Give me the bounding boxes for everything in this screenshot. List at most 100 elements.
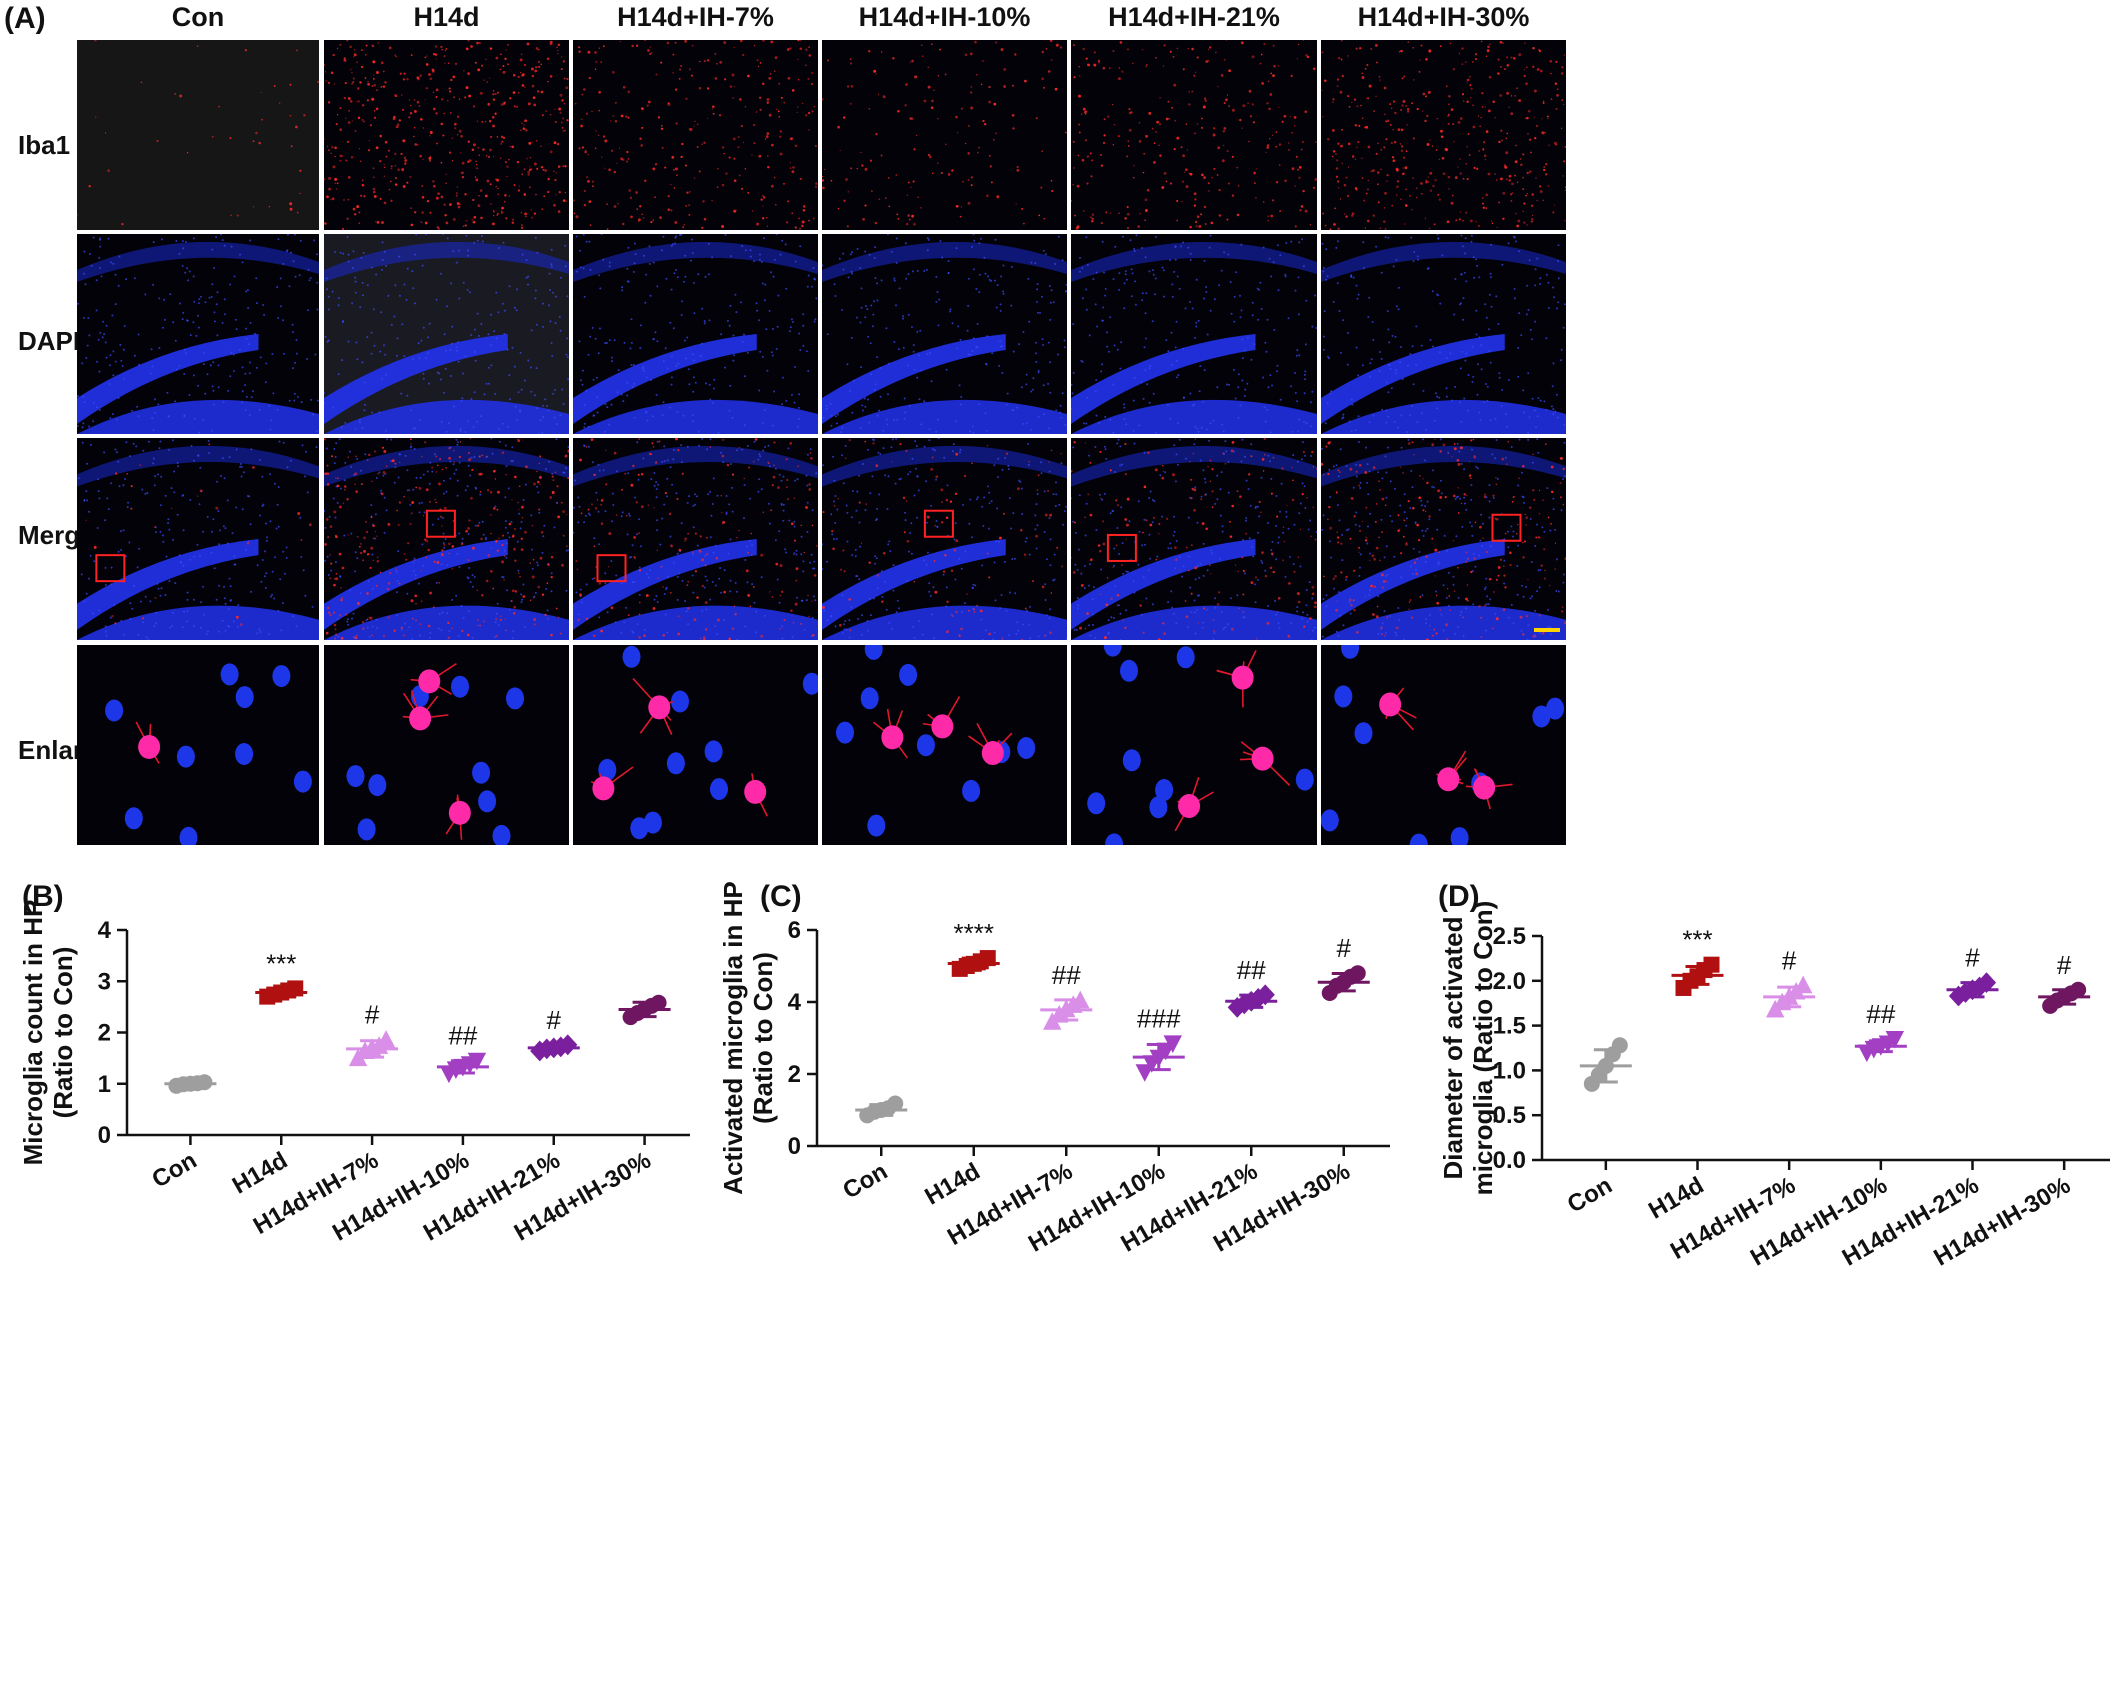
micrograph-iba1-ih30 <box>1321 40 1566 230</box>
micrograph-dapi-con <box>77 234 319 434</box>
micrograph-iba1-ih10 <box>822 40 1067 230</box>
panel-d-label: (D) <box>1438 880 1480 913</box>
y-axis-label-line2: (Ratio to Con) <box>748 952 778 1124</box>
micrograph-merge-ih30 <box>1321 438 1566 640</box>
roi-box <box>425 509 456 538</box>
micrograph-merge-h14d <box>324 438 569 640</box>
significance-mark: **** <box>954 918 994 948</box>
data-point <box>376 1030 396 1048</box>
column-header-con: Con <box>171 2 225 32</box>
panel-c-label: (C) <box>760 880 802 913</box>
chart-c-svg: Activated microglia in HP (Ratio to Con) 0… <box>718 881 1390 1258</box>
y-axis-label: Activated microglia in HP <box>718 881 748 1195</box>
significance-mark: # <box>1782 945 1797 975</box>
x-tick-label: H14d <box>228 1147 292 1200</box>
micrograph-merge-ih21 <box>1071 438 1317 640</box>
panel-b-label: (B) <box>22 880 64 913</box>
significance-mark: ## <box>448 1021 477 1051</box>
roi-box <box>596 554 627 583</box>
significance-mark: ## <box>1237 955 1266 985</box>
significance-mark: *** <box>266 948 296 978</box>
y-tick-label: 2.5 <box>1493 923 1526 950</box>
significance-mark: # <box>365 1000 380 1030</box>
significance-mark: ### <box>1137 1003 1181 1033</box>
micrograph-iba1-ih21 <box>1071 40 1317 230</box>
y-tick-label: 0.5 <box>1493 1102 1526 1129</box>
micrograph-enlarge-ih21 <box>1071 645 1317 845</box>
micrograph-merge-con <box>77 438 319 640</box>
significance-mark: ## <box>1866 999 1895 1029</box>
y-tick-label: 6 <box>788 917 801 944</box>
micrograph-enlarge-h14d <box>324 645 569 845</box>
data-point <box>1071 990 1090 1009</box>
column-header-ih21: H14d+IH-21% <box>1108 2 1280 32</box>
y-tick-label: 4 <box>98 917 112 944</box>
micrograph-merge-ih7 <box>573 438 818 640</box>
micrograph-merge-ih10 <box>822 438 1067 640</box>
roi-box <box>1106 533 1137 562</box>
y-tick-label: 2.0 <box>1493 968 1526 995</box>
column-header-h14d: H14d <box>413 2 480 32</box>
chart-activated-microglia: (C) Activated microglia in HP (Ratio to C… <box>710 880 1410 1685</box>
y-tick-label: 4 <box>788 989 802 1016</box>
row-label-iba1: Iba1 <box>18 130 71 160</box>
micrograph-iba1-ih7 <box>573 40 818 230</box>
panel-a-label: (A) <box>4 2 46 35</box>
micrograph-dapi-ih7 <box>573 234 818 434</box>
roi-box <box>95 554 126 583</box>
data-point <box>887 1095 904 1112</box>
significance-mark: # <box>2057 950 2072 980</box>
micrograph-iba1-con <box>77 40 319 230</box>
micrograph-dapi-h14d <box>324 234 569 434</box>
y-axis-label-line2: microglia (Ratio to Con) <box>1468 901 1498 1196</box>
significance-mark: ## <box>1052 960 1081 990</box>
x-tick-label: Con <box>838 1158 892 1205</box>
y-axis-label: Microglia count in HP <box>18 900 48 1166</box>
x-tick-label: H14d <box>1644 1172 1708 1225</box>
micrograph-dapi-ih21 <box>1071 234 1317 434</box>
micrograph-enlarge-con <box>77 645 319 845</box>
micrograph-dapi-ih10 <box>822 234 1067 434</box>
data-point <box>650 994 667 1011</box>
micrograph-dapi-ih30 <box>1321 234 1566 434</box>
y-tick-label: 0.0 <box>1493 1147 1526 1174</box>
y-tick-label: 0 <box>98 1122 111 1149</box>
chart-b-svg: Microglia count in HP (Ratio to Con) 0 1 2 3 4… <box>18 900 690 1247</box>
x-tick-label: Con <box>1563 1172 1617 1219</box>
data-point <box>1703 956 1720 973</box>
data-point <box>2070 981 2087 998</box>
chart-d-svg: Diameter of activated microglia (Ratio to… <box>1438 901 2110 1272</box>
y-tick-label: 1.5 <box>1493 1013 1526 1040</box>
row-label-dapi: DAPI <box>18 326 81 356</box>
x-tick-label: H14d <box>920 1158 984 1211</box>
chart-microglia-count: (B) Microglia count in HP (Ratio to Con) 0… <box>0 880 710 1685</box>
y-axis-label-line2: (Ratio to Con) <box>48 947 78 1119</box>
chart-microglia-diameter: (D) Diameter of activated microglia (Rati… <box>1410 880 2128 1685</box>
data-point <box>467 1052 487 1071</box>
significance-mark: # <box>547 1005 562 1035</box>
y-tick-label: 1.0 <box>1493 1057 1526 1084</box>
roi-box <box>1491 513 1522 542</box>
significance-mark: # <box>1337 933 1352 963</box>
column-header-ih10: H14d+IH-10% <box>858 2 1031 32</box>
y-tick-label: 2 <box>788 1061 801 1088</box>
y-tick-label: 3 <box>98 968 111 995</box>
data-point <box>1793 975 1813 994</box>
scale-bar <box>1534 628 1560 632</box>
column-header-ih7: H14d+IH-7% <box>617 2 774 32</box>
y-tick-label: 1 <box>98 1071 111 1098</box>
micrograph-enlarge-ih10 <box>822 645 1067 845</box>
data-point <box>1885 1031 1905 1049</box>
significance-mark: # <box>1965 943 1980 973</box>
micrograph-enlarge-ih7 <box>573 645 818 845</box>
y-axis-label: Diameter of activated <box>1438 917 1468 1180</box>
y-tick-label: 2 <box>98 1020 111 1047</box>
column-header-ih30: H14d+IH-30% <box>1357 2 1530 32</box>
data-point <box>1163 1035 1182 1053</box>
x-tick-label: Con <box>148 1147 202 1194</box>
micrograph-enlarge-ih30 <box>1321 645 1566 845</box>
roi-box <box>923 509 954 538</box>
data-point <box>1349 965 1366 982</box>
y-tick-label: 0 <box>788 1133 801 1160</box>
micrograph-iba1-h14d <box>324 40 569 230</box>
